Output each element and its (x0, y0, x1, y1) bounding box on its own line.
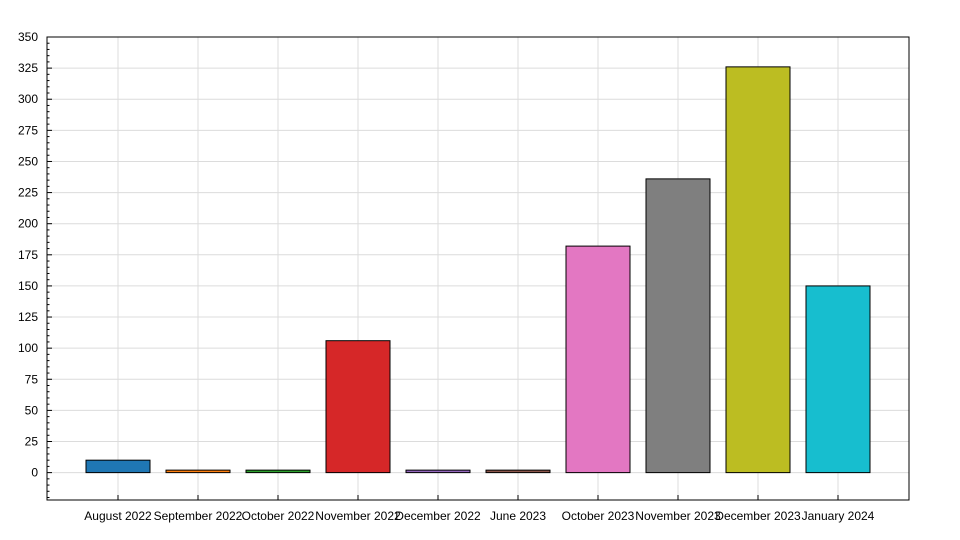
x-tick-label: October 2022 (242, 509, 315, 523)
bar-june-2023 (485, 469, 551, 474)
y-tick-label: 175 (18, 248, 38, 262)
y-tick-label: 100 (18, 341, 38, 355)
y-tick-label: 225 (18, 186, 38, 200)
bar-september-2022 (165, 469, 231, 474)
y-axis: 0 25 50 75 100 125 150 175 200 225 250 275 300 325 350 (18, 30, 52, 499)
y-tick-label: 0 (31, 466, 38, 480)
bar-november-2023 (645, 178, 711, 474)
x-tick-label: December 2023 (715, 509, 801, 523)
y-tick-label: 350 (18, 30, 38, 44)
x-tick-label: September 2022 (154, 509, 243, 523)
y-tick-label: 250 (18, 154, 38, 168)
bar-december-2022 (405, 469, 471, 474)
y-tick-label: 25 (25, 435, 39, 449)
bar-december-2023 (725, 66, 791, 474)
bar-january-2024 (805, 285, 871, 474)
y-tick-label: 300 (18, 92, 38, 106)
x-tick-label: June 2023 (490, 509, 546, 523)
bar-november-2022 (325, 340, 391, 474)
bar-august-2022 (85, 459, 151, 474)
x-tick-label: December 2022 (395, 509, 481, 523)
y-tick-label: 325 (18, 61, 38, 75)
x-tick-label: October 2023 (562, 509, 635, 523)
plot-frame (46, 36, 910, 501)
x-tick-label: August 2022 (84, 509, 152, 523)
y-tick-label: 150 (18, 279, 38, 293)
x-axis: August 2022 September 2022 October 2022 Nov… (84, 495, 875, 523)
bars (85, 66, 871, 474)
y-tick-label: 125 (18, 310, 38, 324)
y-tick-label: 75 (25, 372, 39, 386)
y-tick-label: 200 (18, 217, 38, 231)
x-tick-label: November 2022 (315, 509, 401, 523)
x-tick-label: November 2023 (635, 509, 721, 523)
x-tick-label: January 2024 (802, 509, 875, 523)
y-tick-label: 50 (25, 403, 39, 417)
bar-october-2022 (245, 469, 311, 474)
bar-october-2023 (565, 245, 631, 474)
y-tick-label: 275 (18, 123, 38, 137)
